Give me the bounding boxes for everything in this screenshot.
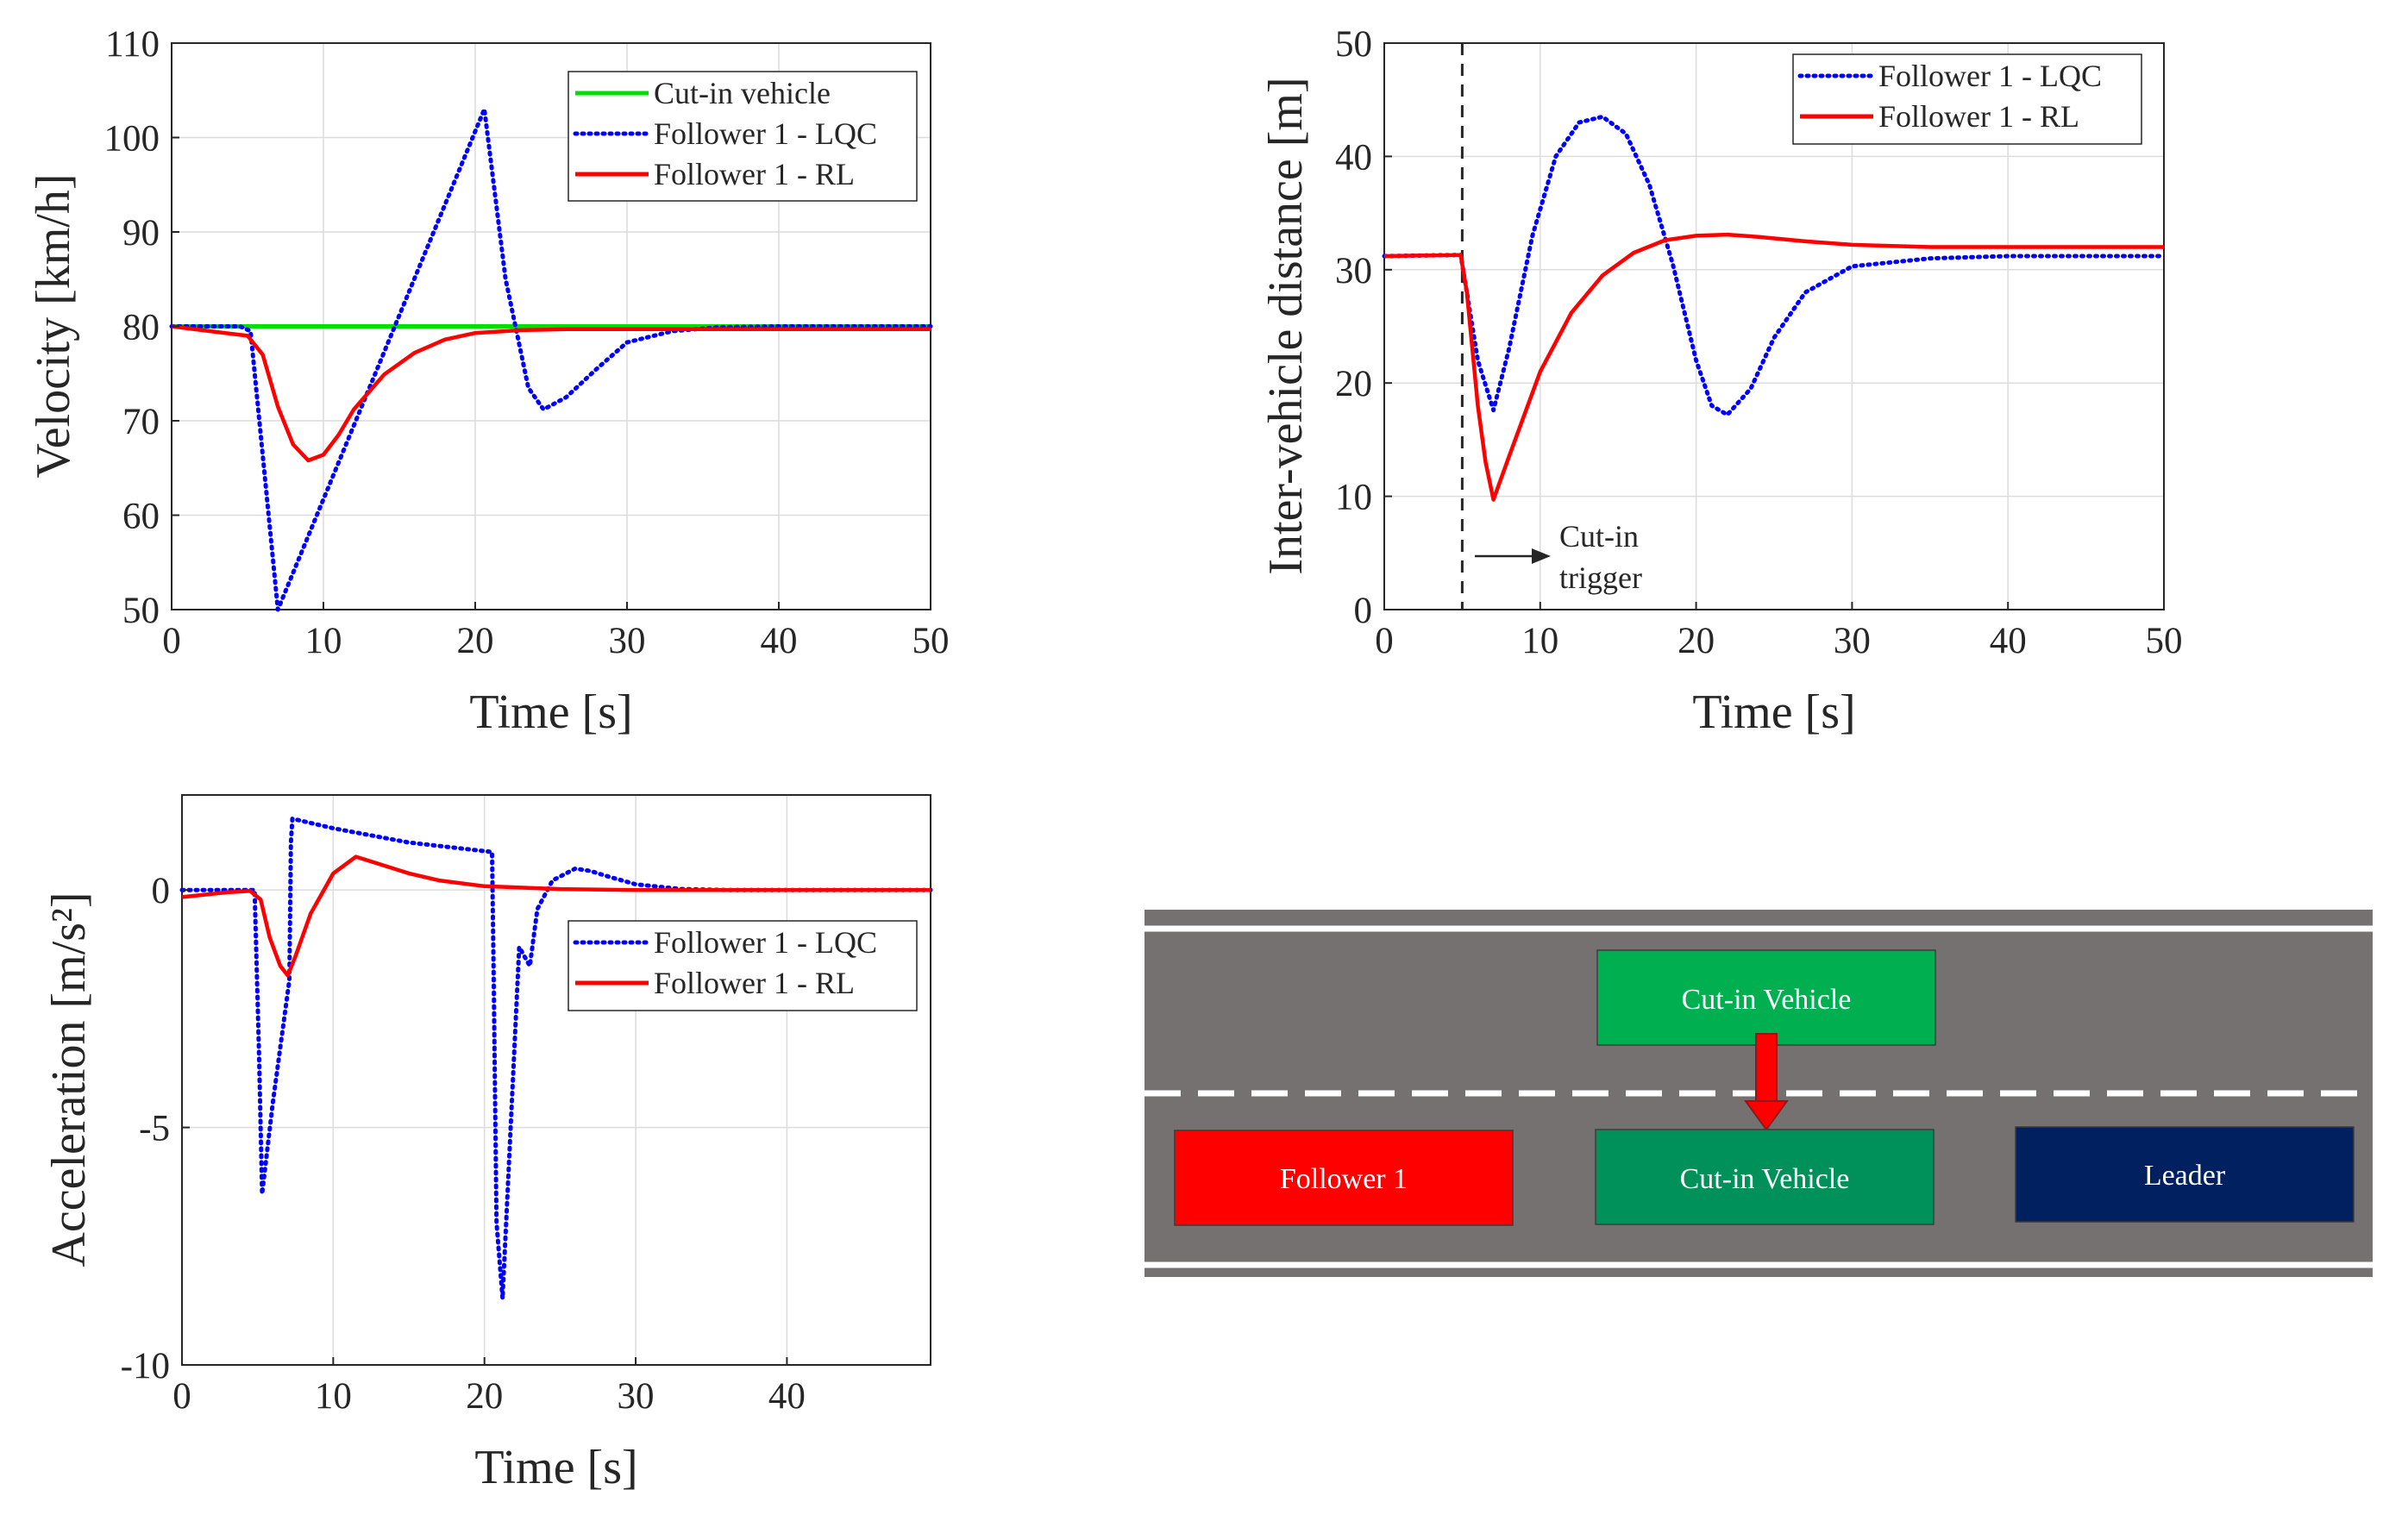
velocity-ytick-label: 90 [122, 213, 160, 254]
trigger-arrow-head [1532, 548, 1551, 564]
lane-change-arrow [1744, 1033, 1789, 1131]
velocity-ytick-label: 60 [122, 497, 160, 537]
acceleration-xtick-label: 0 [172, 1376, 191, 1417]
velocity-legend-label-lqc: Follower 1 - LQC [654, 116, 877, 151]
distance-xtick-label: 0 [1375, 621, 1394, 661]
distance-legend-label-lqc: Follower 1 - LQC [1878, 59, 2102, 93]
distance-legend: Follower 1 - LQC Follower 1 - RL [1792, 53, 2142, 145]
velocity-ytick-label: 70 [122, 402, 160, 442]
distance-ytick-label: 10 [1335, 478, 1372, 518]
acceleration-ytick-label: -10 [121, 1346, 170, 1386]
velocity-xtick-label: 0 [162, 621, 181, 661]
distance-series-follower-1-rl [1383, 232, 2164, 502]
velocity-xtick-label: 30 [609, 621, 646, 661]
distance-series-follower-1-lqc [1382, 114, 2167, 417]
velocity-chart: 0 10 20 30 40 50 50 60 70 80 90 100 110 Time [s] Vel… [27, 24, 950, 739]
distance-xtick-label: 10 [1521, 621, 1558, 661]
lane-change-arrow-shaft [1755, 1033, 1778, 1104]
trigger-annotation-line1: Cut-in [1559, 519, 1639, 554]
acceleration-series-follower-1-rl [181, 854, 931, 978]
distance-legend-box [1792, 53, 2142, 145]
velocity-xlabel: Time [s] [469, 685, 632, 739]
leader-vehicle-label: Leader [2144, 1160, 2226, 1192]
follower-1-vehicle-label: Follower 1 [1280, 1163, 1408, 1195]
distance-ytick-label: 0 [1354, 591, 1373, 631]
distance-ticks: 0 10 20 30 40 50 0 10 20 30 40 50 [1335, 24, 2183, 661]
velocity-xtick-label: 10 [305, 621, 342, 661]
velocity-ytick-label: 100 [104, 119, 160, 160]
acceleration-axes-frame [181, 794, 931, 1366]
distance-xtick-label: 20 [1677, 621, 1715, 661]
acceleration-xtick-label: 10 [315, 1376, 352, 1417]
acceleration-series [179, 817, 933, 1301]
acceleration-xtick-label: 30 [618, 1376, 655, 1417]
distance-axes-frame [1383, 42, 2165, 610]
acceleration-legend-label-lqc: Follower 1 - LQC [654, 925, 877, 960]
velocity-xtick-label: 20 [457, 621, 494, 661]
distance-ytick-label: 30 [1335, 251, 1372, 291]
velocity-xtick-label: 50 [912, 621, 950, 661]
distance-xtick-label: 40 [1990, 621, 2027, 661]
acceleration-xtick-label: 20 [466, 1376, 503, 1417]
acceleration-ytick-label: 0 [152, 871, 171, 911]
velocity-legend-label-rl: Follower 1 - RL [654, 157, 855, 191]
velocity-ticks: 0 10 20 30 40 50 50 60 70 80 90 100 110 [104, 24, 950, 661]
cut-in-vehicle-upper-label: Cut-in Vehicle [1682, 984, 1852, 1016]
distance-xlabel: Time [s] [1692, 685, 1855, 739]
cut-in-vehicle-upper [1596, 949, 1936, 1046]
acceleration-legend-box [568, 920, 918, 1011]
acceleration-series-follower-1-lqc [179, 817, 933, 1301]
acceleration-ytick-label: -5 [139, 1109, 170, 1149]
distance-xtick-label: 50 [2146, 621, 2183, 661]
leader-vehicle [2015, 1126, 2355, 1223]
acceleration-ylabel: Acceleration [m/s²] [42, 892, 96, 1267]
velocity-series-follower-1-rl [171, 324, 931, 463]
distance-ytick-label: 40 [1335, 137, 1372, 178]
follower-1-vehicle [1174, 1130, 1514, 1226]
velocity-ytick-label: 110 [105, 24, 160, 65]
cut-in-vehicle-lower [1595, 1129, 1935, 1225]
lane-change-arrow-head [1744, 1100, 1789, 1131]
distance-ytick-label: 50 [1335, 24, 1372, 65]
velocity-legend: Cut-in vehicle Follower 1 - LQC Follower… [568, 71, 918, 202]
distance-xtick-label: 30 [1834, 621, 1871, 661]
acceleration-xlabel: Time [s] [474, 1441, 637, 1494]
trigger-annotation-line2: trigger [1559, 560, 1642, 595]
velocity-ylabel: Velocity [km/h] [27, 173, 80, 478]
distance-chart: 0 10 20 30 40 50 0 10 20 30 40 50 Time [s] Inter-ve… [1259, 24, 2183, 739]
cut-in-scenario-diagram: Cut-in Vehicle Follower 1 Cut-in Vehicle… [1144, 910, 2373, 1277]
acceleration-legend: Follower 1 - LQC Follower 1 - RL [568, 920, 918, 1011]
distance-legend-label-rl: Follower 1 - RL [1878, 99, 2079, 134]
velocity-legend-label-cutin: Cut-in vehicle [654, 76, 831, 110]
distance-ylabel: Inter-vehicle distance [m] [1259, 77, 1313, 574]
cut-in-trigger-annotation: Cut-in trigger [1475, 519, 1642, 595]
velocity-ytick-label: 80 [122, 308, 160, 348]
distance-series [1382, 114, 2167, 502]
velocity-xtick-label: 40 [761, 621, 798, 661]
velocity-ytick-label: 50 [122, 591, 160, 631]
acceleration-legend-label-rl: Follower 1 - RL [654, 966, 855, 1000]
cut-in-vehicle-lower-label: Cut-in Vehicle [1680, 1163, 1850, 1195]
acceleration-ticks: 0 10 20 30 40 -10 -5 0 [121, 871, 806, 1417]
distance-ytick-label: 20 [1335, 364, 1372, 404]
acceleration-xtick-label: 40 [768, 1376, 806, 1417]
velocity-series [169, 107, 933, 612]
acceleration-chart: 0 10 20 30 40 -10 -5 0 Time [s] Acceleration [m… [42, 794, 933, 1494]
